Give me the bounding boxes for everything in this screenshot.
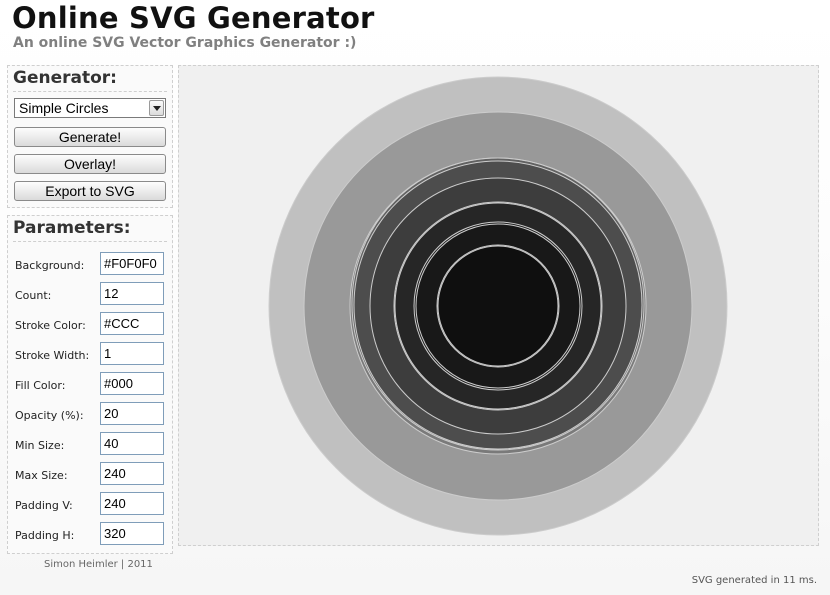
- param-label: Opacity (%):: [15, 409, 84, 422]
- param-row-max-size: Max Size: 240: [8, 458, 174, 488]
- count-input[interactable]: 12: [100, 282, 164, 305]
- stroke-width-input[interactable]: 1: [100, 342, 164, 365]
- svg-canvas[interactable]: [178, 65, 819, 546]
- param-row-opacity: Opacity (%): 20: [8, 398, 174, 428]
- max-size-input[interactable]: 240: [100, 462, 164, 485]
- param-row-fill-color: Fill Color: #000: [8, 368, 174, 398]
- param-row-count: Count: 12: [8, 278, 174, 308]
- circle: [351, 157, 645, 451]
- circle: [394, 202, 602, 410]
- param-label: Background:: [15, 259, 85, 272]
- param-row-padding-h: Padding H: 320: [8, 518, 174, 548]
- circle-stack: [268, 76, 728, 536]
- page-title: Online SVG Generator: [12, 1, 375, 35]
- circle: [268, 76, 728, 536]
- generate-button[interactable]: Generate!: [14, 127, 166, 147]
- overlay-button[interactable]: Overlay!: [14, 154, 166, 174]
- fill-color-input[interactable]: #000: [100, 372, 164, 395]
- export-svg-button[interactable]: Export to SVG: [14, 181, 166, 201]
- background-input[interactable]: #F0F0F0: [100, 252, 164, 275]
- opacity-input[interactable]: 20: [100, 402, 164, 425]
- param-label: Max Size:: [15, 469, 68, 482]
- param-label: Stroke Width:: [15, 349, 90, 362]
- param-label: Padding H:: [15, 529, 75, 542]
- status-text: SVG generated in 11 ms.: [691, 575, 817, 586]
- generator-heading: Generator:: [13, 68, 167, 92]
- circle: [436, 244, 560, 368]
- param-row-min-size: Min Size: 40: [8, 428, 174, 458]
- stroke-color-input[interactable]: #CCC: [100, 312, 164, 335]
- padding-v-input[interactable]: 240: [100, 492, 164, 515]
- param-row-background: Background: #F0F0F0: [8, 248, 174, 278]
- circle: [413, 221, 583, 391]
- generated-svg: [268, 76, 728, 536]
- circle: [437, 245, 559, 367]
- param-label: Padding V:: [15, 499, 73, 512]
- credit-text: Simon Heimler | 2011: [44, 559, 153, 570]
- param-row-stroke-color: Stroke Color: #CCC: [8, 308, 174, 338]
- param-label: Stroke Color:: [15, 319, 86, 332]
- param-label: Count:: [15, 289, 52, 302]
- param-label: Fill Color:: [15, 379, 66, 392]
- circle: [303, 111, 693, 501]
- generator-type-value: Simple Circles: [19, 100, 109, 116]
- param-row-padding-v: Padding V: 240: [8, 488, 174, 518]
- generator-panel: Generator: Simple Circles Generate! Over…: [7, 65, 173, 208]
- parameters-heading: Parameters:: [13, 218, 167, 242]
- circle: [393, 201, 603, 411]
- param-label: Min Size:: [15, 439, 65, 452]
- parameters-panel: Parameters: Background: #F0F0F0 Count: 1…: [7, 215, 173, 554]
- page-subtitle: An online SVG Vector Graphics Generator …: [13, 35, 357, 51]
- param-row-stroke-width: Stroke Width: 1: [8, 338, 174, 368]
- circle: [415, 223, 581, 389]
- chevron-down-icon[interactable]: [149, 100, 164, 116]
- generator-type-select[interactable]: Simple Circles: [14, 98, 166, 118]
- circle: [369, 177, 627, 435]
- min-size-input[interactable]: 40: [100, 432, 164, 455]
- padding-h-input[interactable]: 320: [100, 522, 164, 545]
